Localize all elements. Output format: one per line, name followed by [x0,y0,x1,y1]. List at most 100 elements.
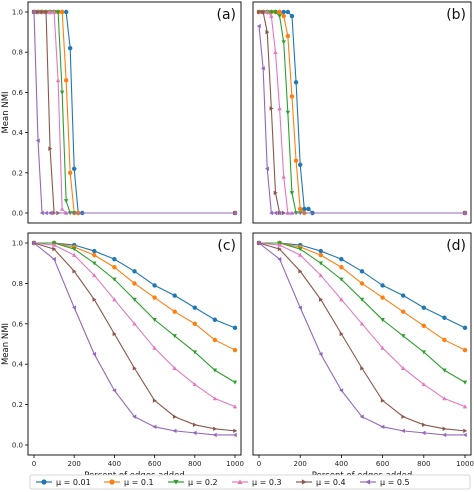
data-point [72,166,77,171]
data-point [40,9,45,15]
panel-label: (c) [217,238,236,254]
data-point [172,414,177,419]
legend: μ = 0.01 μ = 0.1 μ = 0.2 μ = 0.3 μ = 0.4 μ = … [29,474,471,490]
legend-marker [365,479,371,485]
data-point [212,396,218,401]
data-point [31,9,36,15]
x-tick-label: 600 [376,460,389,468]
data-point [152,283,157,288]
data-point [318,248,323,254]
data-point [152,295,157,300]
data-point [172,334,177,339]
data-point [212,337,218,343]
data-point [232,325,238,331]
x-tick-label: 200 [294,460,307,468]
data-point [152,345,157,350]
legend-label: μ = 0.5 [380,478,410,487]
data-point [462,210,467,216]
y-axis-label: Mean NMI [1,323,11,365]
data-point [59,206,65,211]
data-point [281,9,286,15]
series-line [259,11,465,214]
x-tick-label: 600 [148,460,161,468]
data-point [293,158,299,163]
data-point [319,297,323,302]
data-point [462,404,468,409]
data-point [339,277,344,282]
data-point [401,293,406,298]
series-line [259,11,465,214]
data-point [232,432,237,438]
data-point [273,210,278,216]
y-tick-label: 0.6 [12,89,24,97]
data-point [442,432,447,438]
data-point [63,78,69,83]
data-point [55,78,61,83]
data-point [442,337,447,343]
panel-label: (a) [216,7,236,23]
y-tick-label: 0.2 [12,401,23,409]
data-point [298,206,303,212]
data-point [232,210,237,216]
data-point [285,33,291,39]
data-point [192,305,197,310]
data-point [277,106,282,111]
data-point [339,388,344,393]
data-point [261,9,266,15]
legend-label: μ = 0.2 [188,478,218,487]
data-point [112,388,117,393]
series-line [259,11,465,214]
series--0-1 [31,240,238,353]
legend-marker [41,479,47,485]
data-point [289,13,295,19]
y-tick-label: 0.4 [12,361,24,369]
data-point [152,398,157,403]
data-point [273,10,278,15]
data-point [35,138,40,143]
data-point [339,331,344,337]
data-point [193,422,197,427]
panel-label: (b) [446,7,466,23]
y-tick-label: 0.8 [12,49,23,57]
data-point [277,246,282,252]
data-point [380,424,385,430]
data-point [273,190,278,196]
data-point [132,297,137,302]
data-point [318,351,323,357]
y-tick-label: 1.0 [12,240,23,248]
data-point [339,256,344,262]
data-point [192,430,197,436]
plot-frame [252,232,472,456]
data-point [112,297,117,302]
series--0-2 [31,10,238,216]
data-point [59,90,65,95]
data-point [462,432,467,438]
legend-label: μ = 0.3 [252,478,282,487]
data-point [462,347,468,353]
data-point [285,9,291,15]
series--0-1 [256,240,468,353]
data-point [401,414,406,419]
data-point [277,256,282,262]
data-point [421,430,426,436]
data-point [442,315,447,320]
data-point [401,428,405,434]
data-point [277,242,282,247]
data-point [47,210,52,216]
data-point [48,146,53,151]
data-point [52,246,57,252]
data-point [281,174,286,179]
data-point [51,242,57,247]
data-point [233,428,238,434]
y-tick-label: 0.8 [12,280,23,288]
data-point [63,9,69,15]
data-point [92,248,97,254]
data-point [92,261,97,266]
series-line [34,242,236,383]
data-point [421,323,426,329]
data-point [462,380,468,385]
x-tick-label: 1000 [226,460,244,468]
plot-frame [252,1,472,224]
y-tick-label: 0.6 [12,320,24,328]
